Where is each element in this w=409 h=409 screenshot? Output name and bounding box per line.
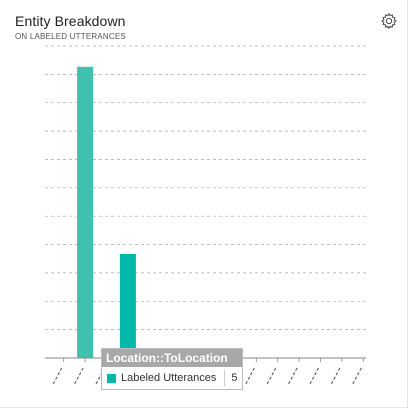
gear-icon[interactable] — [380, 12, 398, 30]
x-tick-label — [288, 367, 298, 385]
bar[interactable] — [77, 66, 94, 359]
x-tick-label — [330, 367, 341, 385]
tooltip-value: 5 — [231, 372, 238, 384]
x-tick-label — [352, 367, 362, 385]
tooltip-separator — [224, 370, 226, 386]
bar[interactable] — [119, 254, 136, 358]
x-tick-label — [52, 367, 63, 385]
card-subtitle: ON LABELED UTTERANCES — [15, 32, 126, 41]
gridlines — [45, 45, 366, 330]
x-tick-label — [245, 367, 255, 385]
x-tick-label — [74, 367, 84, 385]
x-tick-label — [266, 367, 277, 385]
bars — [77, 66, 136, 359]
bar-tooltip: Location::ToLocation Labeled Utterances … — [101, 348, 243, 390]
series-swatch — [107, 373, 116, 383]
tooltip-series-label: Labeled Utterances — [121, 372, 217, 384]
tooltip-header: Location::ToLocation — [102, 349, 242, 367]
x-tick-label — [309, 367, 320, 385]
card-title: Entity Breakdown — [15, 13, 126, 29]
tooltip-row: Labeled Utterances 5 — [102, 367, 242, 389]
